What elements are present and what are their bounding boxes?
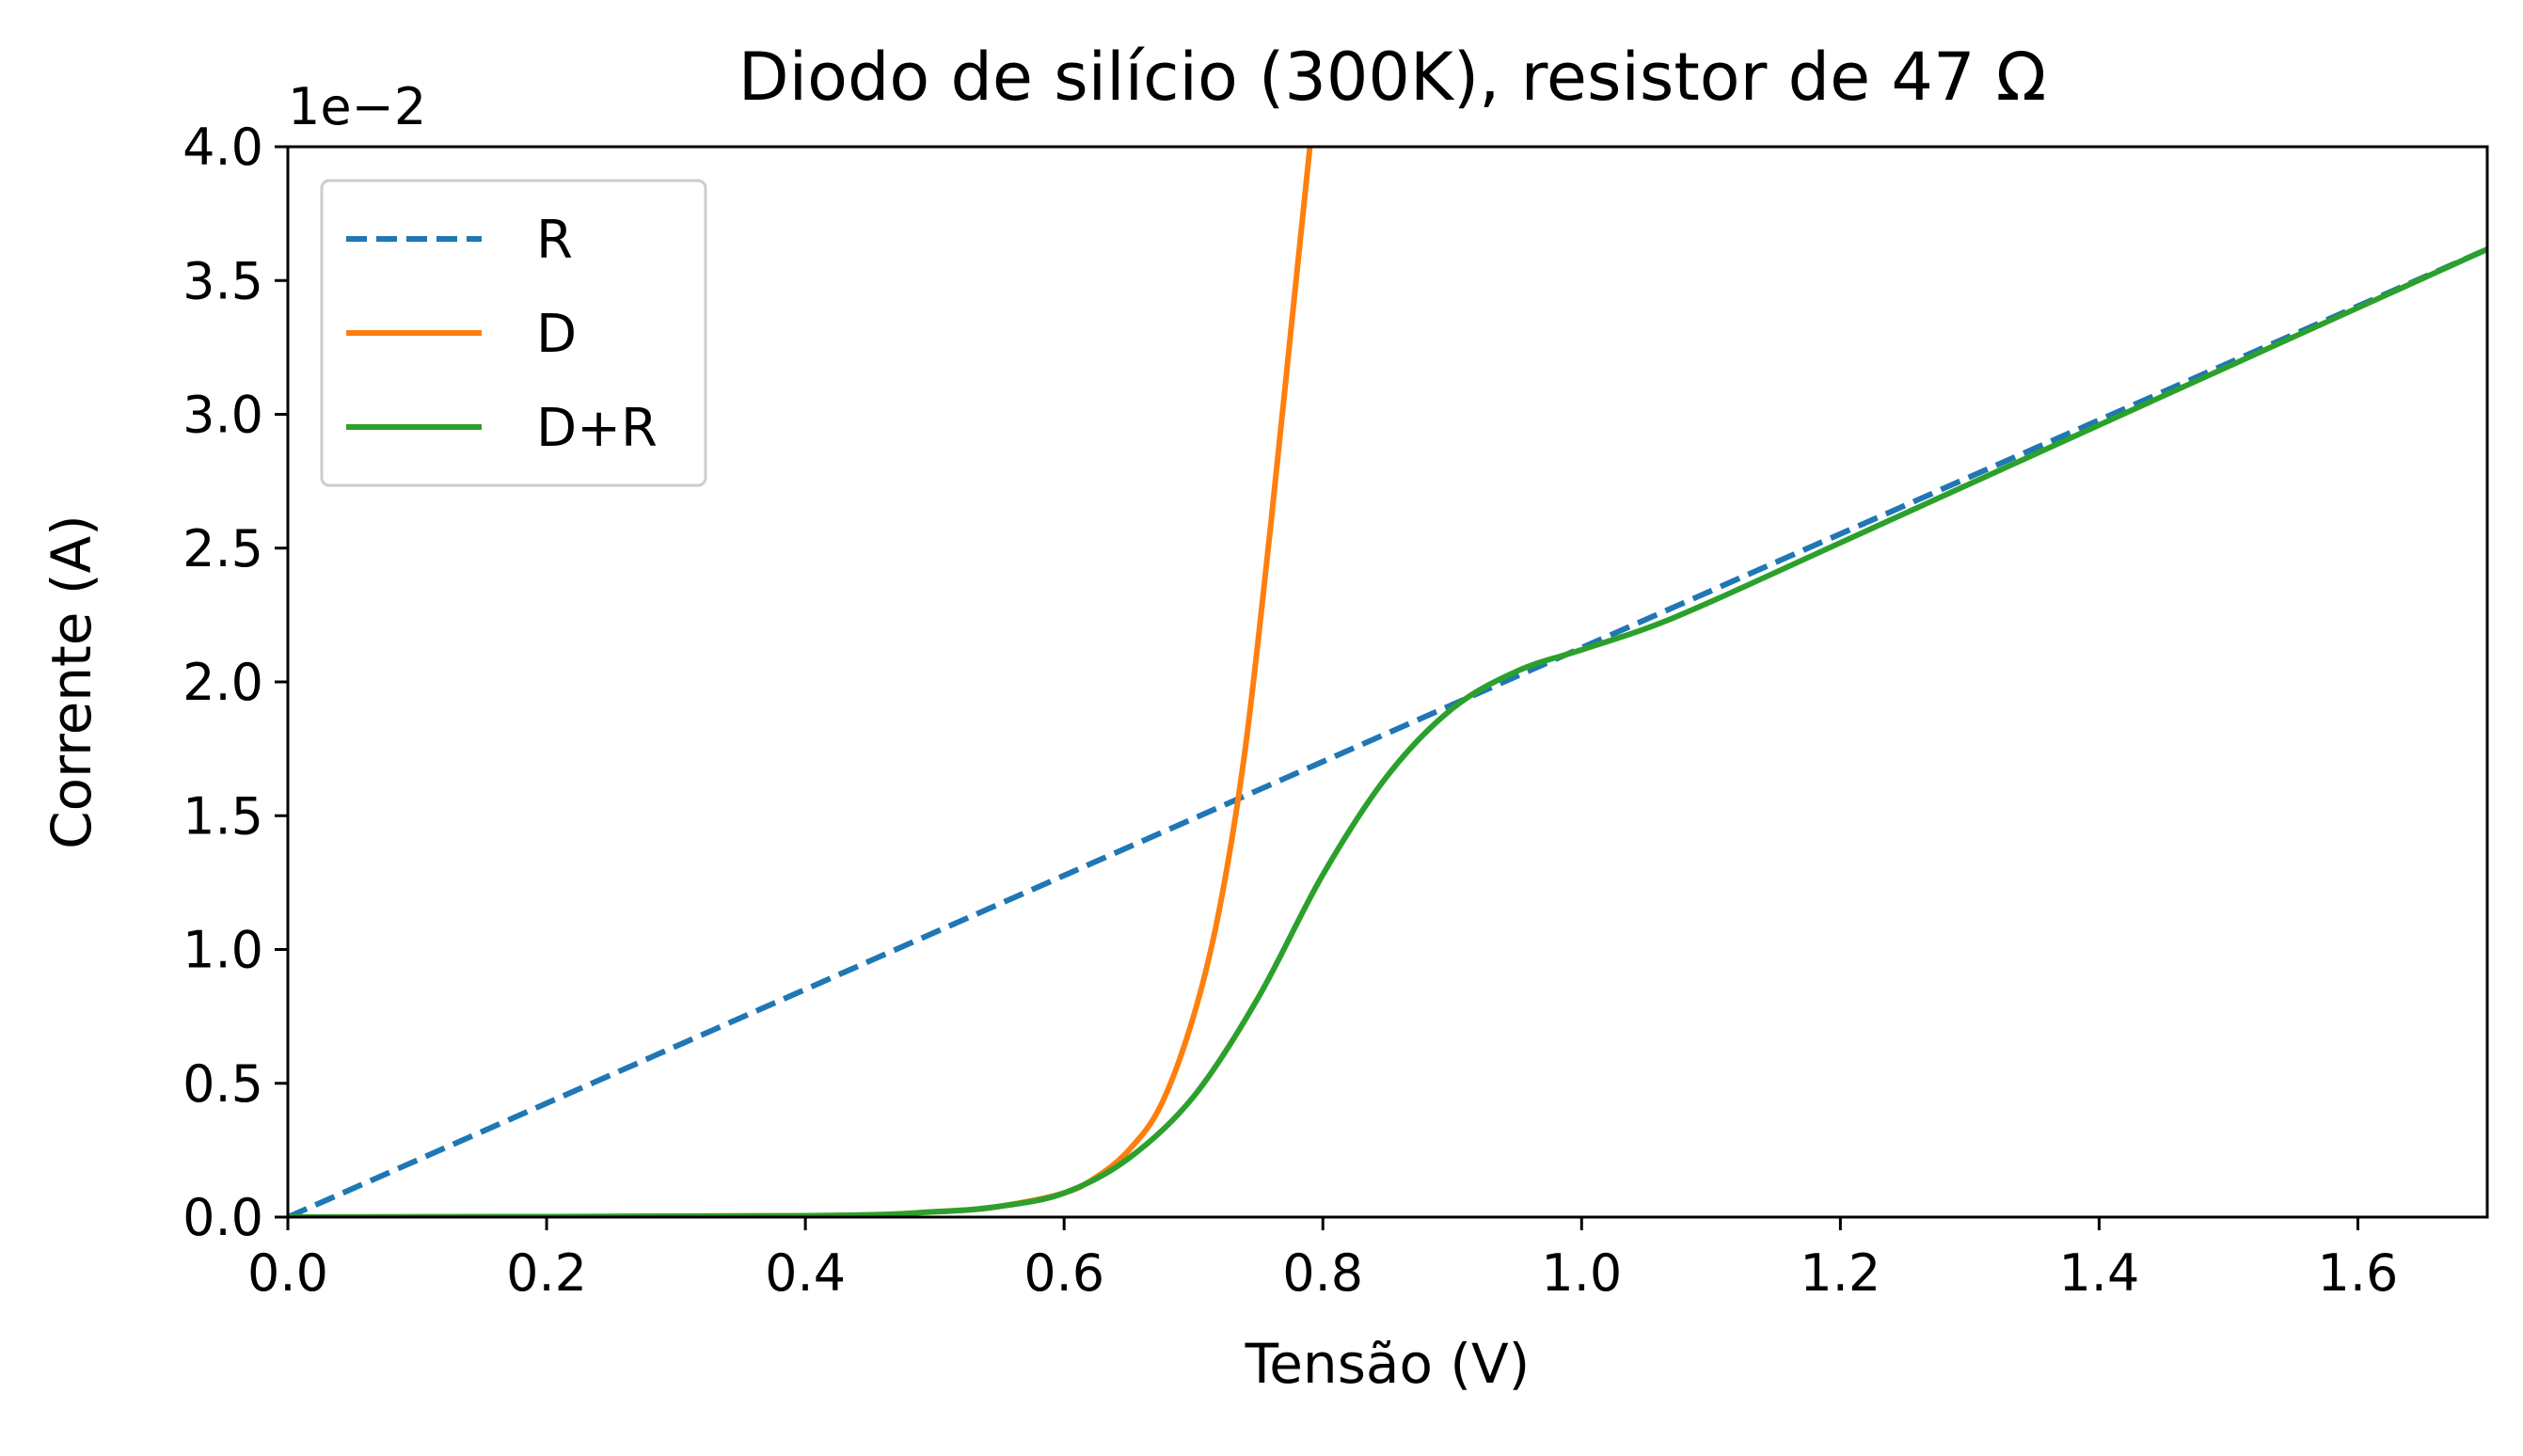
y-offset-label: 1e−2 bbox=[288, 77, 426, 136]
y-tick-label: 3.0 bbox=[182, 386, 263, 445]
x-tick-label: 1.0 bbox=[1541, 1243, 1622, 1303]
x-axis: 0.0 0.2 0.4 0.6 0.8 1.0 1.2 1.4 1.6 bbox=[247, 1217, 2398, 1303]
x-tick-label: 1.4 bbox=[2058, 1243, 2139, 1303]
y-tick-label: 2.0 bbox=[182, 653, 263, 712]
legend: RD D+R bbox=[320, 179, 707, 487]
x-tick-label: 0.6 bbox=[1023, 1243, 1104, 1303]
y-tick-label: 0.0 bbox=[182, 1188, 263, 1247]
chart-title: Diodo de silício (300K), resistor de 47 … bbox=[738, 39, 2046, 116]
x-tick-label: 0.4 bbox=[765, 1243, 846, 1303]
y-tick-label: 0.5 bbox=[182, 1054, 263, 1114]
y-tick-label: 2.5 bbox=[182, 519, 263, 578]
y-tick-label: 3.5 bbox=[182, 251, 263, 310]
series-line-r bbox=[288, 246, 2487, 1217]
legend-label: R bbox=[536, 210, 573, 271]
series-layer bbox=[288, 147, 2487, 1217]
x-tick-label: 0.8 bbox=[1282, 1243, 1363, 1303]
y-tick-label: 4.0 bbox=[182, 118, 263, 177]
x-axis-label: Tensão (V) bbox=[1245, 1332, 1531, 1396]
x-tick-label: 0.2 bbox=[506, 1243, 587, 1303]
x-tick-label: 1.6 bbox=[2318, 1243, 2399, 1303]
series-line-d-r bbox=[288, 246, 2487, 1217]
y-axis: 0.0 0.5 1.0 1.5 2.0 2.5 3.0 3.5 4.0 bbox=[182, 118, 288, 1247]
x-tick-label: 1.2 bbox=[1800, 1243, 1880, 1303]
x-tick-label: 0.0 bbox=[247, 1243, 328, 1303]
legend-label: D+R bbox=[536, 398, 658, 459]
legend-box bbox=[320, 179, 707, 487]
y-tick-label: 1.5 bbox=[182, 786, 263, 846]
y-tick-label: 1.0 bbox=[182, 921, 263, 980]
legend-label: D bbox=[536, 304, 577, 365]
y-axis-label: Corrente (A) bbox=[40, 514, 103, 849]
